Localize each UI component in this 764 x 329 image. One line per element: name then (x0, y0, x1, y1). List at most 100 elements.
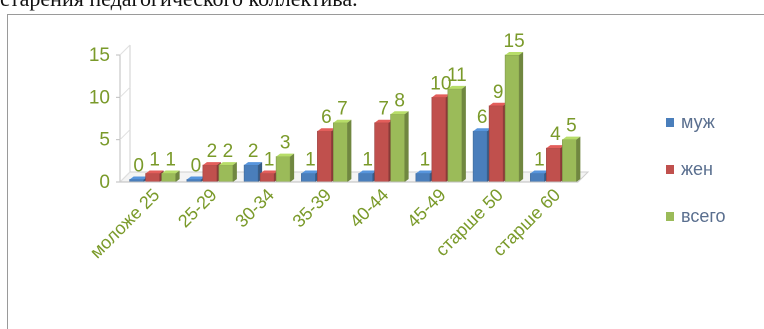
bar-top-всего-0 (161, 170, 180, 174)
legend-label-жен: жен (681, 159, 713, 179)
bar-жен-6 (488, 105, 504, 183)
bar-side-всего-4 (404, 111, 409, 182)
bar-top-муж-3 (301, 170, 320, 174)
x-tick-label: моложе 25 (86, 185, 163, 262)
bar-всего-6 (504, 54, 520, 183)
bar-top-муж-0 (129, 176, 148, 180)
y-tick-label: 15 (89, 45, 110, 66)
bar-жен-3 (317, 130, 332, 183)
x-tick-label: 45-49 (403, 185, 450, 232)
y-tick-label: 10 (89, 87, 110, 108)
bar-top-муж-6 (473, 128, 492, 132)
bar-top-муж-1 (186, 176, 205, 180)
data-label-муж-4: 1 (362, 150, 373, 171)
bar-top-жен-2 (260, 170, 279, 174)
bar-side-всего-3 (347, 119, 352, 182)
bar-top-всего-7 (562, 136, 581, 140)
legend-label-всего: всего (681, 206, 726, 226)
bar-side-всего-2 (290, 153, 295, 182)
bar-side-всего-7 (576, 136, 581, 182)
y-grid-diagonal (119, 44, 131, 56)
y-grid-diagonal (119, 86, 131, 98)
data-label-всего-3: 7 (337, 99, 348, 120)
bar-жен-2 (259, 173, 275, 183)
bar-top-жен-0 (145, 170, 164, 174)
bar-side-всего-1 (232, 162, 237, 182)
data-label-жен-5: 10 (430, 73, 451, 94)
chart-frame (7, 14, 764, 329)
y-tick-label: 0 (99, 172, 110, 193)
data-label-муж-2: 2 (248, 141, 259, 162)
bar-всего-2 (275, 156, 291, 183)
bar-всего-1 (218, 164, 234, 183)
bar-муж-3 (301, 173, 316, 183)
bar-top-жен-3 (317, 128, 336, 132)
bar-жен-0 (145, 173, 160, 183)
bar-side-всего-5 (461, 85, 466, 182)
data-label-жен-2: 1 (264, 150, 275, 171)
bar-top-всего-3 (333, 119, 352, 123)
bar-муж-7 (530, 173, 545, 183)
data-label-всего-6: 15 (504, 31, 525, 52)
bar-муж-5 (415, 173, 431, 183)
bar-top-муж-4 (358, 170, 377, 174)
y-tick-label: 5 (99, 130, 110, 151)
bar-всего-3 (333, 122, 348, 183)
data-label-муж-0: 0 (133, 156, 144, 177)
data-label-жен-3: 6 (321, 107, 332, 128)
data-label-муж-5: 1 (420, 150, 431, 171)
bar-жен-1 (202, 164, 218, 183)
bar-top-муж-7 (530, 170, 549, 174)
data-label-всего-0: 1 (165, 150, 176, 171)
data-label-всего-1: 2 (223, 141, 234, 162)
data-label-всего-2: 3 (280, 133, 291, 154)
data-label-всего-7: 5 (566, 116, 577, 137)
bar-top-жен-5 (431, 94, 450, 98)
x-tick-label: 25-29 (174, 185, 221, 232)
data-label-муж-1: 0 (191, 156, 202, 177)
data-label-жен-4: 7 (378, 99, 389, 120)
bar-top-всего-6 (505, 52, 524, 55)
caption-text: старения педагогического коллектива. (0, 0, 764, 14)
bar-всего-4 (390, 113, 405, 183)
x-tick-label: 35-39 (289, 185, 336, 232)
bar-жен-5 (431, 97, 447, 183)
bar-top-всего-1 (218, 162, 237, 166)
data-label-жен-0: 1 (149, 150, 160, 171)
y-grid-diagonal (119, 129, 131, 141)
data-label-муж-3: 1 (305, 150, 316, 171)
data-label-жен-1: 2 (207, 141, 218, 162)
data-label-всего-5: 11 (447, 65, 467, 86)
x-tick-label: 30-34 (231, 185, 278, 232)
bar-всего-7 (562, 139, 577, 183)
data-label-муж-6: 6 (477, 107, 488, 128)
legend-label-муж: муж (681, 112, 715, 132)
bar-top-муж-5 (415, 170, 434, 174)
data-label-жен-7: 4 (550, 124, 561, 145)
bar-top-жен-4 (374, 119, 393, 123)
bar-top-жен-6 (489, 102, 508, 106)
bar-всего-5 (447, 88, 463, 183)
bar-top-всего-4 (390, 111, 409, 115)
legend-swatch-всего (666, 212, 674, 221)
bar-top-жен-7 (546, 145, 565, 149)
bar-всего-0 (161, 173, 176, 183)
bar-top-жен-1 (202, 162, 221, 166)
data-label-муж-7: 1 (534, 150, 545, 171)
bar-top-всего-2 (276, 153, 295, 157)
x-tick-label: 40-44 (346, 185, 393, 232)
bar-муж-2 (243, 164, 259, 183)
y-grid-diagonal (119, 171, 131, 183)
bar-муж-4 (358, 173, 373, 183)
data-label-жен-6: 9 (493, 82, 504, 103)
bar-side-всего-0 (175, 170, 180, 182)
bar-side-всего-6 (519, 52, 524, 182)
legend-swatch-муж (666, 118, 674, 127)
bar-top-всего-5 (447, 85, 466, 89)
bar-жен-7 (546, 147, 561, 183)
bar-муж-6 (472, 130, 488, 183)
bar-top-муж-2 (244, 162, 263, 166)
legend-swatch-жен (666, 165, 674, 174)
bar-жен-4 (374, 122, 389, 183)
